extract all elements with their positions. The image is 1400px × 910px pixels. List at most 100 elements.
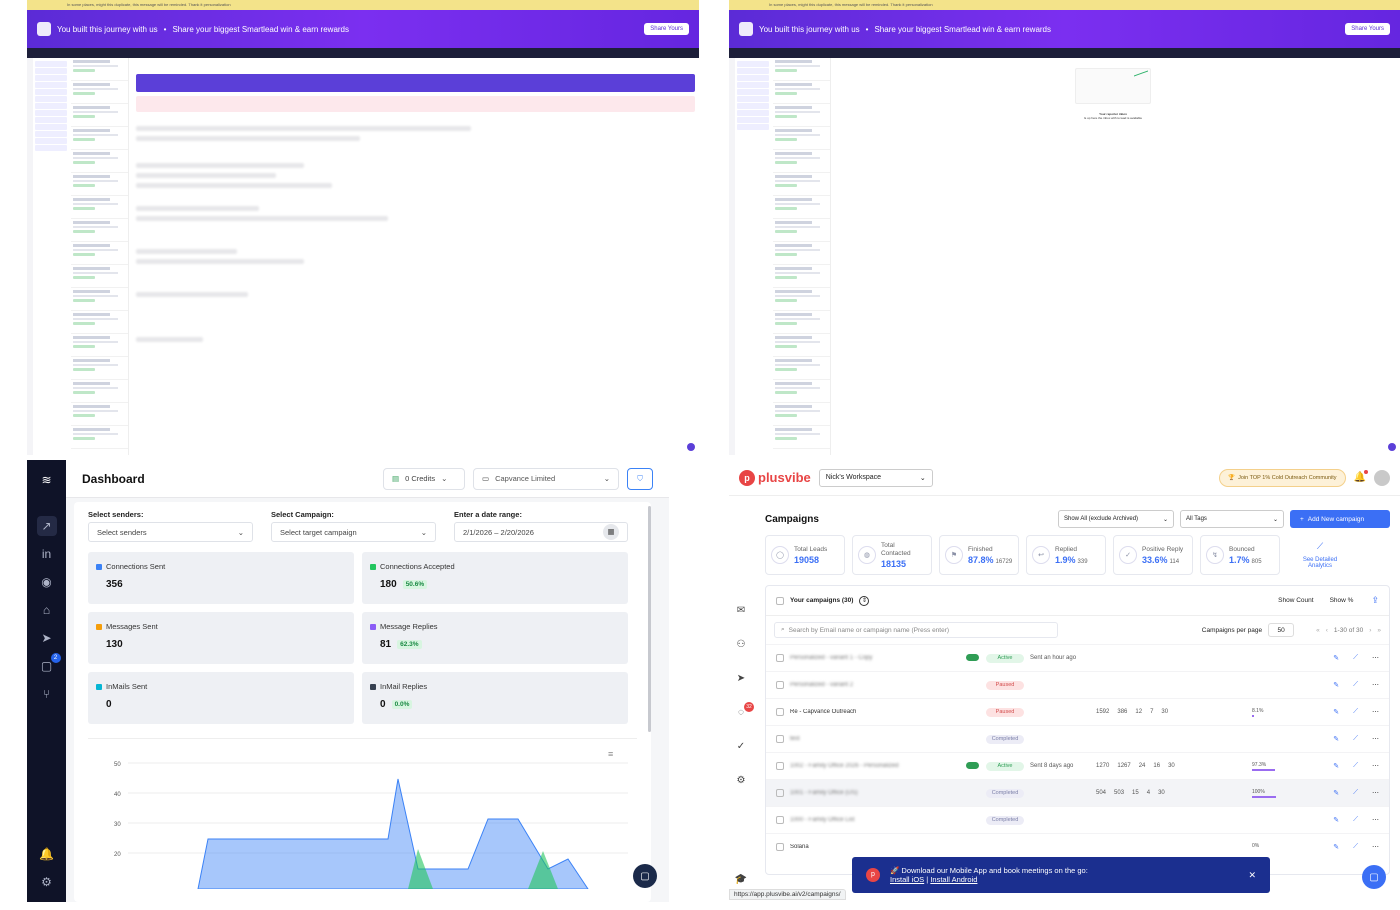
- campaign-name[interactable]: Re - Capvance Outreach: [790, 709, 857, 715]
- analytics-icon[interactable]: ⟋: [1353, 816, 1358, 823]
- check-icon[interactable]: ✓: [736, 741, 746, 752]
- show-count-toggle[interactable]: Show Count: [1278, 597, 1314, 604]
- row-checkbox[interactable]: [776, 816, 784, 824]
- inbox-item[interactable]: [773, 334, 830, 357]
- inbox-item[interactable]: [773, 81, 830, 104]
- chat-icon[interactable]: ◌ 32: [733, 702, 754, 723]
- credits-dropdown[interactable]: ▤ 0 Credits ⌄: [383, 467, 465, 490]
- support-chat-icon[interactable]: ▢: [1362, 865, 1386, 889]
- edit-icon[interactable]: ✎: [1333, 817, 1340, 824]
- analytics-icon[interactable]: ↗: [36, 516, 57, 536]
- company-dropdown[interactable]: ▭ Capvance Limited ⌄: [473, 467, 619, 490]
- linkedin-icon[interactable]: in: [41, 547, 52, 561]
- network-icon[interactable]: ⌂: [42, 603, 51, 617]
- table-row[interactable]: Personalized - variant 2 Paused ✎ ⟋ ⋯: [766, 671, 1389, 698]
- inbox-item[interactable]: [71, 265, 128, 288]
- inbox-item[interactable]: [71, 357, 128, 380]
- share-yours-button[interactable]: Share Yours: [644, 23, 689, 35]
- inbox-item[interactable]: [773, 380, 830, 403]
- archive-filter-dropdown[interactable]: Show All (exclude Archived) ⌄: [1058, 510, 1174, 528]
- help-dot-icon[interactable]: [687, 443, 695, 451]
- install-android-link[interactable]: Install Android: [930, 875, 978, 884]
- chart-menu-icon[interactable]: ≡: [608, 749, 613, 759]
- help-dot-icon[interactable]: [1388, 443, 1396, 451]
- inbox-item[interactable]: [71, 311, 128, 334]
- inbox-item[interactable]: [71, 242, 128, 265]
- inbox-item[interactable]: [71, 173, 128, 196]
- inbox-item[interactable]: [71, 127, 128, 150]
- plusvibe-logo[interactable]: p plusvibe: [739, 469, 811, 486]
- inbox-item[interactable]: [71, 150, 128, 173]
- inbox-item[interactable]: [773, 127, 830, 150]
- inbox-item[interactable]: [773, 58, 830, 81]
- inbox-list[interactable]: [773, 58, 831, 455]
- inbox-item[interactable]: [773, 173, 830, 196]
- add-campaign-button[interactable]: + Add New campaign: [1290, 510, 1390, 528]
- next-page-icon[interactable]: ›: [1369, 626, 1372, 634]
- table-row[interactable]: Re - Capvance Outreach Paused 1592 386 1…: [766, 698, 1389, 725]
- export-icon[interactable]: ⇪: [1371, 595, 1379, 605]
- more-icon[interactable]: ⋯: [1372, 709, 1379, 716]
- edit-icon[interactable]: ✎: [1333, 709, 1340, 716]
- avatar[interactable]: [1374, 469, 1390, 486]
- inbox-item[interactable]: [71, 403, 128, 426]
- mail-icon[interactable]: ✉: [736, 605, 746, 616]
- notification-bell-icon[interactable]: 🔔: [1353, 470, 1368, 483]
- inbox-list[interactable]: [71, 58, 129, 455]
- inbox-item[interactable]: [71, 380, 128, 403]
- community-badge[interactable]: 🏆 Join TOP 1% Cold Outreach Community: [1219, 468, 1346, 487]
- more-icon[interactable]: ⋯: [1372, 655, 1379, 662]
- inbox-item[interactable]: [773, 104, 830, 127]
- inbox-item[interactable]: [773, 288, 830, 311]
- table-row[interactable]: Personalized - variant 1 - Copy Active S…: [766, 644, 1389, 671]
- inbox-item[interactable]: [71, 426, 128, 449]
- chat-launcher-icon[interactable]: ▢: [633, 864, 657, 888]
- sort-icon[interactable]: ⇕: [859, 595, 870, 606]
- inbox-item[interactable]: [773, 150, 830, 173]
- inbox-item[interactable]: [71, 81, 128, 104]
- table-row[interactable]: 1002 - Family Office 2026 - Personalized…: [766, 752, 1389, 779]
- per-page-input[interactable]: 50: [1268, 623, 1295, 637]
- more-icon[interactable]: ⋯: [1372, 844, 1379, 851]
- inbox-item[interactable]: [71, 288, 128, 311]
- row-checkbox[interactable]: [776, 735, 784, 743]
- row-checkbox[interactable]: [776, 762, 784, 770]
- more-icon[interactable]: ⋯: [1372, 682, 1379, 689]
- scrollbar[interactable]: [648, 506, 651, 732]
- prev-page-icon[interactable]: ‹: [1325, 626, 1328, 634]
- more-icon[interactable]: ⋯: [1372, 790, 1379, 797]
- send-icon[interactable]: ➤: [41, 631, 52, 645]
- table-row[interactable]: test Completed ✎ ⟋ ⋯: [766, 725, 1389, 752]
- analytics-icon[interactable]: ⟋: [1353, 681, 1358, 688]
- inbox-item[interactable]: [773, 265, 830, 288]
- settings-icon[interactable]: ⚙: [736, 775, 746, 786]
- messages-icon[interactable]: ▢ 2: [37, 653, 61, 676]
- table-row[interactable]: 1001 - Family Office (US) Completed 504 …: [766, 779, 1389, 806]
- date-range-input[interactable]: 2/1/2026 – 2/20/2026 ▦: [454, 522, 628, 542]
- row-checkbox[interactable]: [776, 843, 784, 851]
- edit-icon[interactable]: ✎: [1333, 790, 1340, 797]
- edit-icon[interactable]: ✎: [1333, 655, 1340, 662]
- share-yours-button[interactable]: Share Yours: [1345, 23, 1390, 35]
- senders-select[interactable]: Select senders ⌄: [88, 522, 253, 542]
- status-toggle[interactable]: [966, 653, 979, 661]
- edit-icon[interactable]: ✎: [1333, 682, 1340, 689]
- edit-icon[interactable]: ✎: [1333, 763, 1340, 770]
- inbox-item[interactable]: [71, 58, 128, 81]
- row-checkbox[interactable]: [776, 681, 784, 689]
- inbox-item[interactable]: [71, 104, 128, 127]
- tags-filter-dropdown[interactable]: All Tags ⌄: [1180, 510, 1284, 528]
- select-all-checkbox[interactable]: [776, 596, 784, 605]
- inbox-item[interactable]: [773, 403, 830, 426]
- row-checkbox[interactable]: [776, 654, 784, 662]
- row-checkbox[interactable]: [776, 789, 784, 797]
- inbox-item[interactable]: [71, 196, 128, 219]
- table-row[interactable]: 1000 - Family Office List Completed ✎ ⟋ ⋯: [766, 806, 1389, 833]
- campaign-select[interactable]: Select target campaign ⌄: [271, 522, 436, 542]
- analytics-icon[interactable]: ⟋: [1353, 708, 1358, 715]
- campaign-name[interactable]: Personalized - variant 1 - Copy: [790, 655, 873, 661]
- row-checkbox[interactable]: [776, 708, 784, 716]
- campaign-name[interactable]: test: [790, 736, 800, 742]
- first-page-icon[interactable]: «: [1316, 626, 1320, 634]
- campaign-name[interactable]: Solana: [790, 844, 809, 850]
